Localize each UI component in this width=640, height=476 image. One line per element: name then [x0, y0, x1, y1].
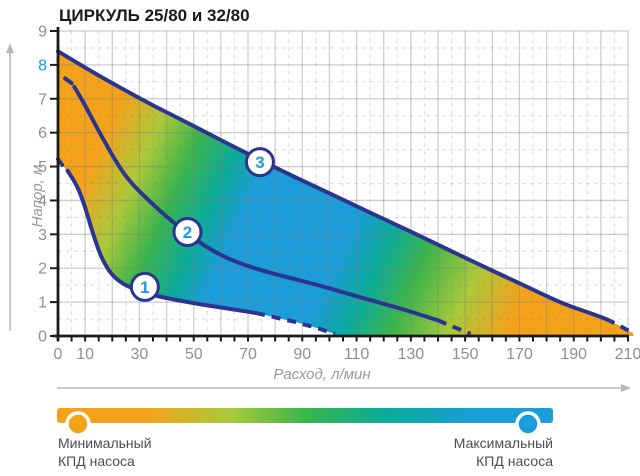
y-tick-label: 6 [38, 125, 47, 142]
axes [50, 27, 629, 342]
y-tick-label: 7 [38, 91, 47, 108]
curve-badge-number-2: 2 [183, 223, 192, 242]
max-efficiency-dot-icon [515, 411, 541, 437]
grid [58, 30, 629, 336]
curve-3-dashed [605, 317, 635, 336]
chart-title: ЦИРКУЛЬ 25/80 и 32/80 [59, 6, 250, 25]
y-tick-label: 4 [38, 193, 47, 210]
legend-max-label-line1: Максимальный [454, 435, 553, 451]
x-tick-label: 130 [398, 346, 425, 363]
y-tick-label: 0 [38, 329, 47, 346]
axis-arrows [6, 43, 631, 392]
y-tick-label: 2 [38, 261, 47, 278]
efficiency-field-region [58, 51, 634, 337]
curve-badge-number-3: 3 [255, 153, 264, 172]
efficiency-gradient-bar [57, 408, 553, 423]
curve-2-start-dash [63, 76, 74, 86]
curve-number-badges: 1 2 3 [129, 147, 275, 302]
x-tick-label: 10 [76, 346, 94, 363]
y-tick-label: 3 [38, 227, 47, 244]
x-tick-label: 150 [452, 346, 479, 363]
curve-1-solid [65, 168, 259, 315]
curve-2-dashed [437, 318, 472, 336]
x-axis-arrow-head-icon [621, 384, 631, 392]
x-tick-label: 190 [560, 346, 587, 363]
y-tick-label: 5 [38, 159, 47, 176]
legend-min-label-line1: Минимальный [58, 435, 152, 451]
curve-badge-circle-3 [244, 147, 275, 178]
x-axis-title: Расход, л/мин [273, 366, 370, 383]
curve-3-solid [56, 49, 609, 322]
efficiency-legend: Минимальный КПД насоса Максимальный КПД … [57, 408, 553, 469]
x-tick-label: 90 [293, 346, 311, 363]
x-tick-label: 0 [54, 346, 63, 363]
min-efficiency-dot-icon [65, 411, 91, 437]
x-tick-label: 210 [615, 346, 640, 363]
curve-1-dashed [255, 311, 336, 336]
y-axis-title: Напор, м [29, 165, 46, 228]
x-tick-label: 50 [185, 346, 203, 363]
curve-badge-circle-2 [172, 216, 203, 247]
curve-badge-circle-1 [129, 271, 160, 302]
x-tick-label: 170 [506, 346, 533, 363]
y-tick-label: 1 [38, 295, 47, 312]
y-tick-label-highlighted: 8 [38, 57, 47, 74]
x-tick-label: 30 [131, 346, 149, 363]
y-axis-arrow-head-icon [6, 43, 14, 53]
legend-max-label-line2: КПД насоса [476, 453, 553, 469]
x-tick-label: 70 [239, 346, 257, 363]
y-tick-label: 9 [38, 24, 47, 41]
curve-badge-number-1: 1 [140, 278, 149, 297]
legend-min-label-line2: КПД насоса [58, 453, 135, 469]
x-tick-label: 110 [344, 346, 370, 363]
